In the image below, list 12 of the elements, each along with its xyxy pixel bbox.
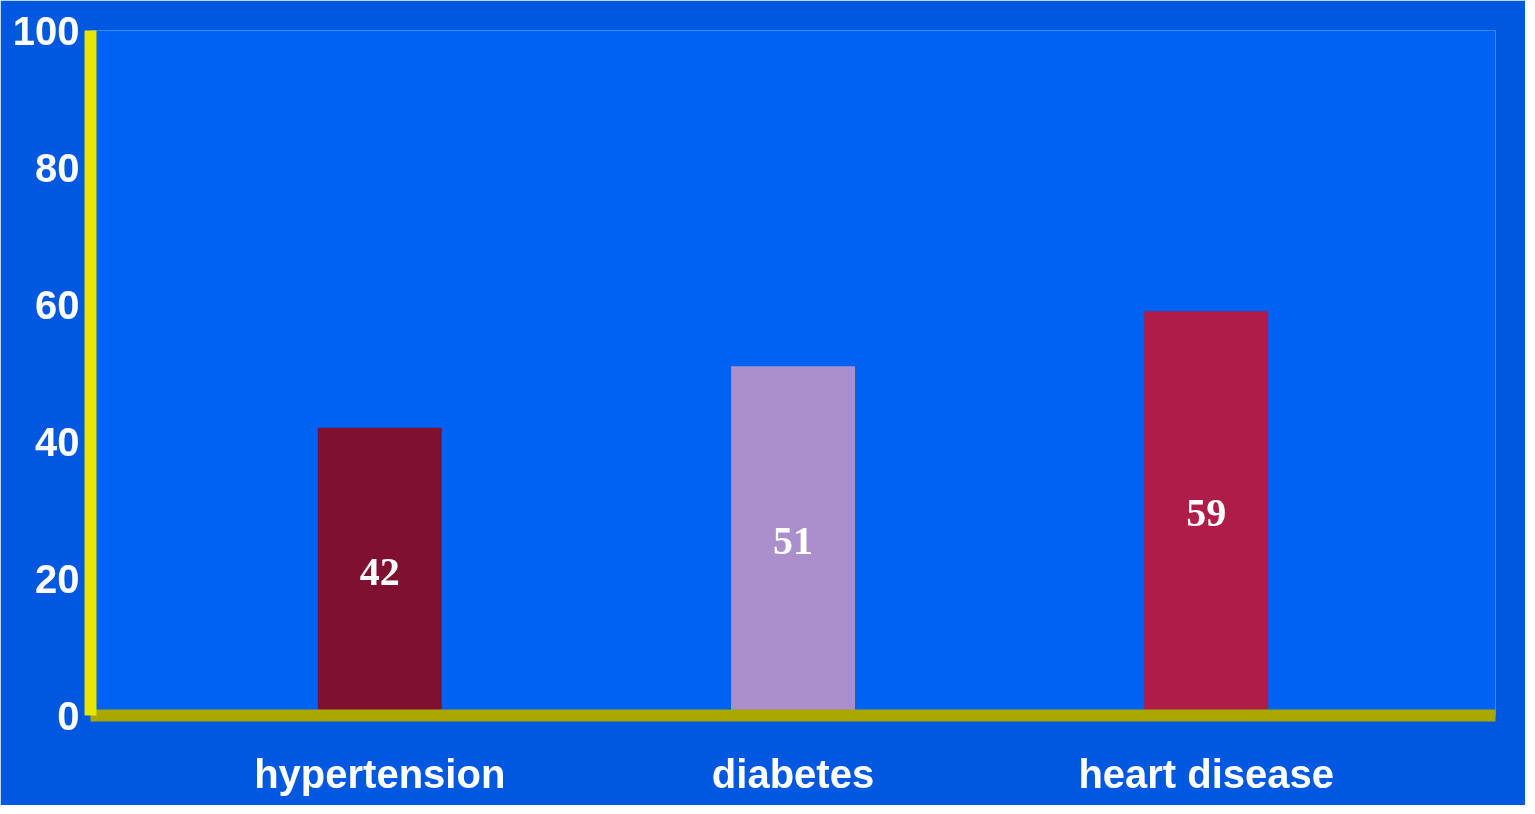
data-label: 59 [1186,490,1227,536]
y-tick-label: 100 [12,8,80,53]
y-tick-label: 0 [57,693,80,738]
data-label: 51 [773,517,813,563]
y-tick-label: 40 [35,419,80,464]
x-tick-label: heart disease [1078,751,1335,796]
y-tick-label: 20 [35,556,80,601]
data-label: 42 [359,548,400,594]
y-tick-label: 60 [35,282,80,327]
y-tick-label: 80 [35,145,80,190]
x-tick-label: hypertension [254,751,506,796]
x-tick-label: diabetes [711,751,875,796]
